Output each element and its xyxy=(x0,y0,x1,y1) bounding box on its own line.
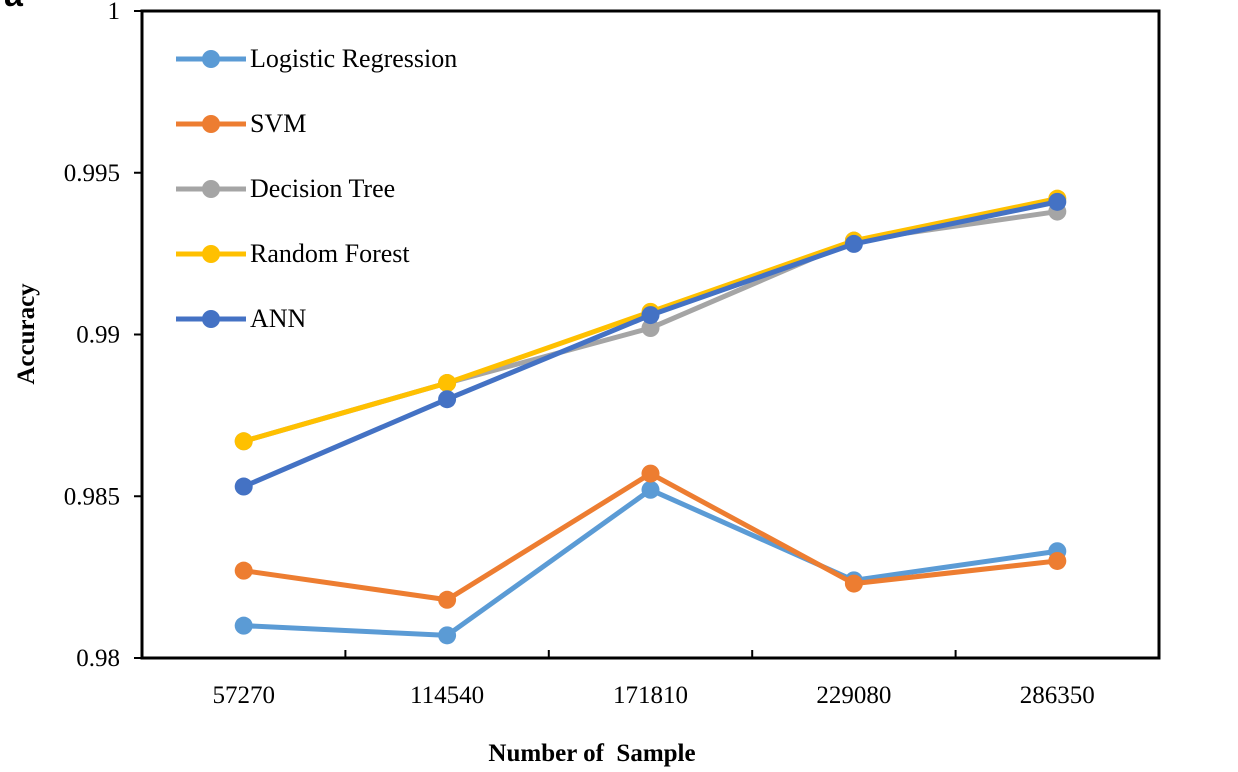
series-layer xyxy=(234,189,1067,645)
data-point-ann xyxy=(234,477,253,496)
data-point-svm xyxy=(234,561,253,580)
legend-item-svm: SVM xyxy=(176,109,306,138)
y-axis-title: Accuracy xyxy=(13,283,40,385)
x-tick-label: 229080 xyxy=(816,682,891,709)
series-line-logistic-regression xyxy=(243,487,1058,638)
data-point-logistic-regression xyxy=(234,616,253,635)
series-logistic-regression xyxy=(234,480,1067,645)
y-tick-label: 0.98 xyxy=(76,645,120,672)
x-axis-title: Number of Sample xyxy=(488,740,695,767)
y-tick-label: 1 xyxy=(108,0,121,25)
legend-item-ann: ANN xyxy=(176,304,307,333)
legend-swatch-marker xyxy=(202,50,220,68)
legend-swatch-marker xyxy=(202,115,220,133)
data-point-ann xyxy=(641,306,660,325)
legend-label: Random Forest xyxy=(250,239,410,268)
data-point-ann xyxy=(1048,192,1067,211)
x-tick-label: 57270 xyxy=(212,682,275,709)
data-point-svm xyxy=(641,464,660,483)
legend: Logistic Regression SVM Decision Tree Rando… xyxy=(176,44,457,333)
legend-swatch-marker xyxy=(202,310,220,328)
data-point-random-forest xyxy=(234,432,253,451)
data-point-ann xyxy=(438,390,457,409)
legend-label: Decision Tree xyxy=(250,174,395,203)
panel-letter: a xyxy=(4,0,24,14)
x-tick-label: 114540 xyxy=(410,682,484,709)
legend-label: Logistic Regression xyxy=(250,44,457,73)
ticks-layer: 0.98 0.985 0.99 0.995 1 57270 114540 171810 2290… xyxy=(64,0,1095,709)
x-tick-label: 171810 xyxy=(613,682,688,709)
data-point-svm xyxy=(1048,551,1067,570)
legend-item-random-forest: Random Forest xyxy=(176,239,410,268)
y-tick-label: 0.985 xyxy=(64,483,120,510)
legend-item-decision-tree: Decision Tree xyxy=(176,174,395,203)
x-tick-label: 286350 xyxy=(1020,682,1095,709)
legend-item-logistic-regression: Logistic Regression xyxy=(176,44,457,73)
y-tick-label: 0.995 xyxy=(64,160,120,187)
series-svm xyxy=(234,464,1067,609)
data-point-logistic-regression xyxy=(438,626,457,645)
data-point-svm xyxy=(844,574,863,593)
legend-label: ANN xyxy=(250,304,307,333)
series-ann xyxy=(234,192,1067,496)
y-tick-label: 0.99 xyxy=(76,322,120,349)
legend-swatch-marker xyxy=(202,180,220,198)
legend-label: SVM xyxy=(250,109,306,138)
data-point-logistic-regression xyxy=(641,480,660,499)
data-point-svm xyxy=(438,590,457,609)
data-point-decision-tree xyxy=(641,319,660,338)
data-point-random-forest xyxy=(438,374,457,393)
legend-swatch-marker xyxy=(202,245,220,263)
data-point-ann xyxy=(844,234,863,253)
